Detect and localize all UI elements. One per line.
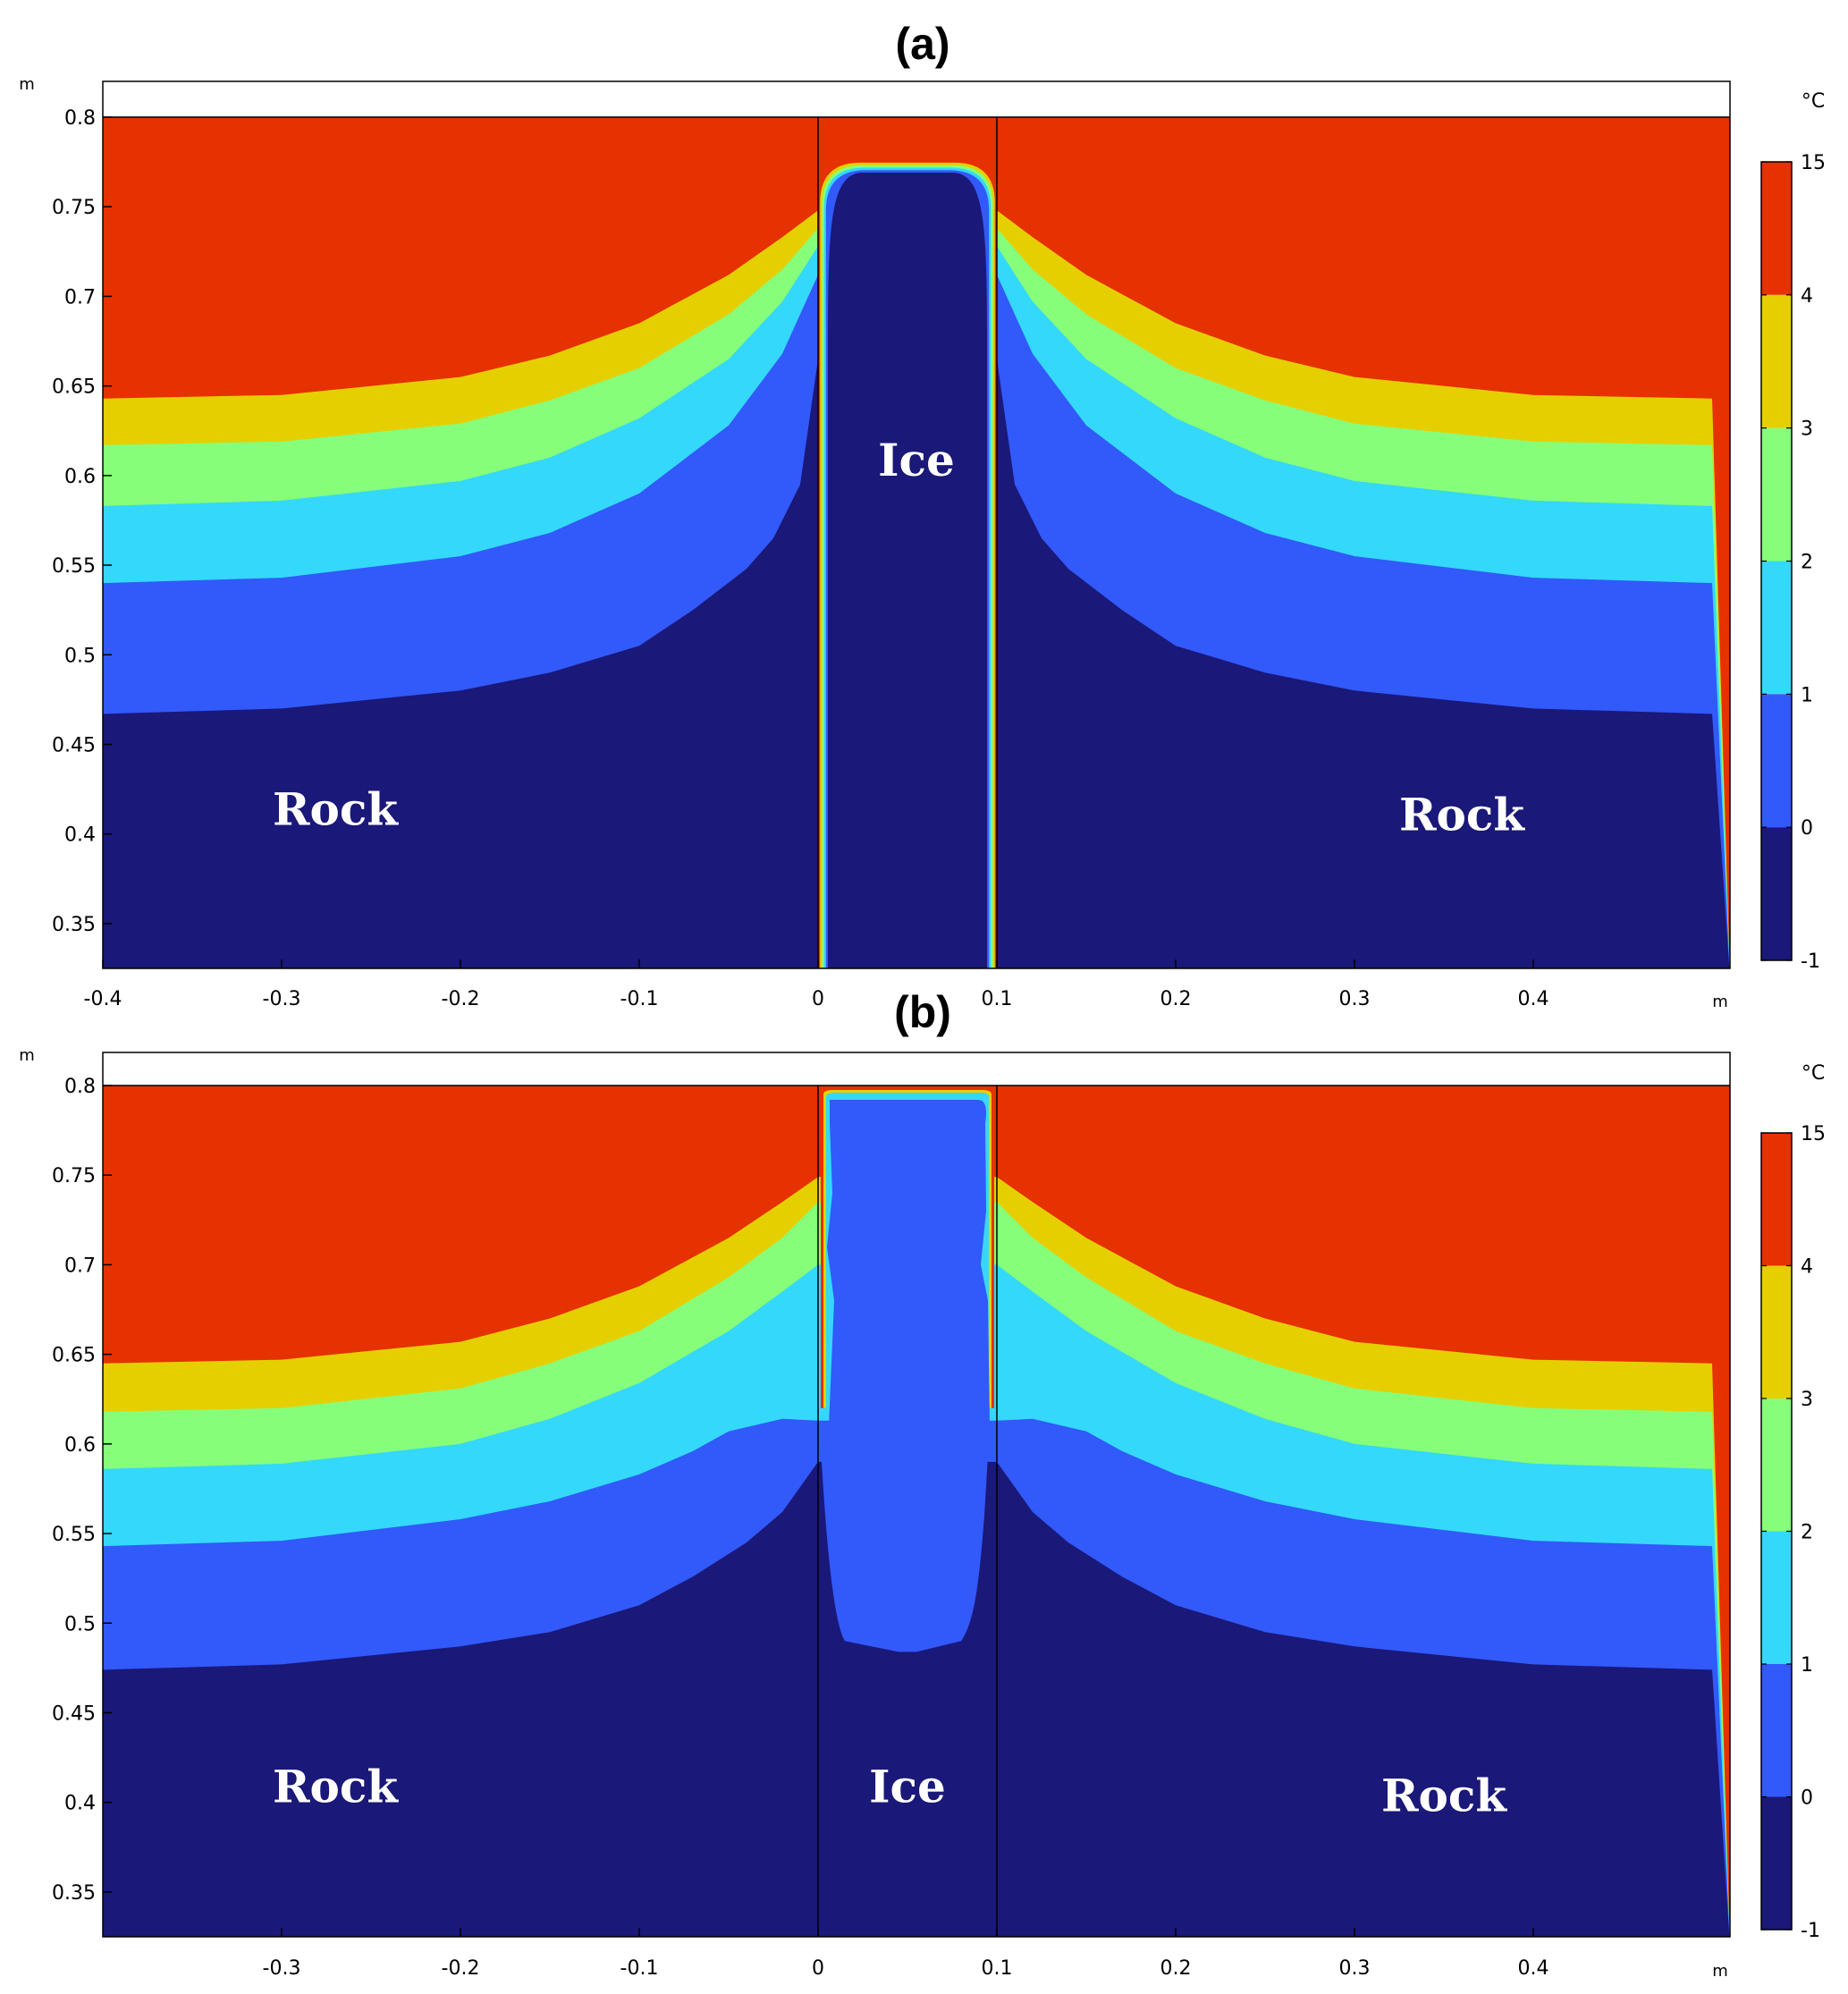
y-tick-label: 0.45 [52, 1703, 96, 1725]
y-tick-label: 0.7 [64, 286, 96, 308]
colorbar-tick-label: -1 [1801, 1920, 1820, 1942]
x-tick-label: 0.2 [1160, 1957, 1192, 1980]
colorbar-tick-label: 3 [1801, 1389, 1813, 1411]
plot-area [103, 1086, 1730, 1937]
colorbar-segment [1761, 294, 1792, 428]
y-tick-label: 0.6 [64, 466, 96, 488]
colorbar-segment [1761, 561, 1792, 695]
colorbar-tick-label: -1 [1801, 951, 1820, 973]
y-unit-label: m [19, 75, 35, 94]
y-tick-label: 0.75 [52, 1165, 96, 1187]
colorbar-tick-label: 0 [1801, 1787, 1813, 1810]
ice-interior [822, 1100, 990, 1652]
x-tick-label: 0.4 [1518, 988, 1549, 1010]
panel-a: (a) -0.4 -0.3 -0.2 -0.1 0 0.1 0.2 0.3 0.4 m 0.8 0.75… [19, 19, 1826, 1011]
colorbar-tick-label: 1 [1801, 1654, 1813, 1677]
colorbar-tick-label: 15 [1801, 1123, 1826, 1145]
x-tick-label: 0 [812, 1957, 824, 1980]
colorbar-segment [1761, 1796, 1792, 1930]
region-label: Rock [1381, 1770, 1507, 1822]
y-tick-label: 0.75 [52, 197, 96, 219]
colorbar-tick-label: 15 [1801, 152, 1826, 174]
colorbar-segment [1761, 694, 1792, 828]
x-unit-label: m [1712, 1962, 1728, 1981]
x-tick-label: 0.4 [1518, 1957, 1549, 1980]
colorbar-tick-label: 2 [1801, 552, 1813, 574]
ice-base [818, 1932, 997, 1937]
colorbar-tick-label: 4 [1801, 285, 1813, 308]
x-tick-label: 0.2 [1160, 988, 1192, 1010]
x-tick-label: 0.3 [1339, 988, 1371, 1010]
y-unit-label: m [19, 1046, 35, 1065]
colorbar-unit-label: °C [1802, 1062, 1825, 1085]
isotherm-region-4 [103, 1461, 1730, 1937]
x-tick-label: 0 [812, 988, 824, 1010]
colorbar-segment [1761, 162, 1792, 295]
y-tick-label: 0.35 [52, 1882, 96, 1905]
colorbar-segment [1761, 1664, 1792, 1797]
colorbar-tick-label: 0 [1801, 817, 1813, 840]
y-tick-label: 0.8 [64, 107, 96, 130]
x-tick-label: 0.1 [982, 1957, 1013, 1980]
colorbar-tick-label: 2 [1801, 1522, 1813, 1544]
y-tick-label: 0.45 [52, 734, 96, 756]
colorbar-segment [1761, 427, 1792, 562]
x-tick-label: -0.4 [84, 988, 122, 1010]
colorbar-unit-label: °C [1802, 90, 1825, 113]
region-label: Rock [273, 1761, 399, 1813]
colorbar-tick-label: 1 [1801, 684, 1813, 706]
y-tick-label: 0.8 [64, 1076, 96, 1098]
plot-frame [102, 80, 1731, 969]
x-tick-label: -0.3 [263, 1957, 301, 1980]
y-tick-label: 0.5 [64, 645, 96, 667]
y-tick-label: 0.5 [64, 1613, 96, 1635]
panel-label: (b) [894, 987, 951, 1037]
colorbar-segment [1761, 1265, 1792, 1398]
ice-interior [828, 173, 987, 968]
colorbar-segment [1761, 1398, 1792, 1532]
x-tick-label: 0.3 [1339, 1957, 1371, 1980]
y-tick-label: 0.65 [52, 1345, 96, 1367]
y-tick-label: 0.55 [52, 555, 96, 578]
y-tick-label: 0.7 [64, 1255, 96, 1277]
plot-area [103, 117, 1730, 968]
y-tick-label: 0.4 [64, 824, 96, 847]
x-tick-label: -0.1 [620, 1957, 659, 1980]
x-tick-label: 0.1 [982, 988, 1013, 1010]
colorbar-segment [1761, 827, 1792, 960]
y-tick-label: 0.4 [64, 1793, 96, 1815]
x-tick-label: -0.2 [442, 988, 480, 1010]
colorbar-tick-label: 3 [1801, 418, 1813, 441]
x-tick-label: -0.2 [442, 1957, 480, 1980]
region-label: Ice [878, 434, 955, 486]
y-tick-label: 0.55 [52, 1524, 96, 1546]
y-tick-label: 0.6 [64, 1434, 96, 1457]
y-tick-label: 0.65 [52, 376, 96, 399]
region-label: Rock [273, 783, 399, 836]
colorbar-tick-label: 4 [1801, 1256, 1813, 1279]
x-tick-label: -0.3 [263, 988, 301, 1010]
panel-b: (b) -0.3 -0.2 -0.1 0 0.1 0.2 0.3 0.4 m 0.8 0.75 0.7 0… [19, 987, 1826, 1981]
x-tick-label: -0.1 [620, 988, 659, 1010]
region-label: Rock [1399, 789, 1525, 841]
colorbar-segment [1761, 1531, 1792, 1664]
plot-frame [102, 1052, 1731, 1938]
colorbar-segment [1761, 1133, 1792, 1266]
panel-label: (a) [895, 19, 949, 69]
y-tick-label: 0.35 [52, 914, 96, 936]
x-unit-label: m [1712, 993, 1728, 1011]
region-label: Ice [869, 1761, 946, 1813]
